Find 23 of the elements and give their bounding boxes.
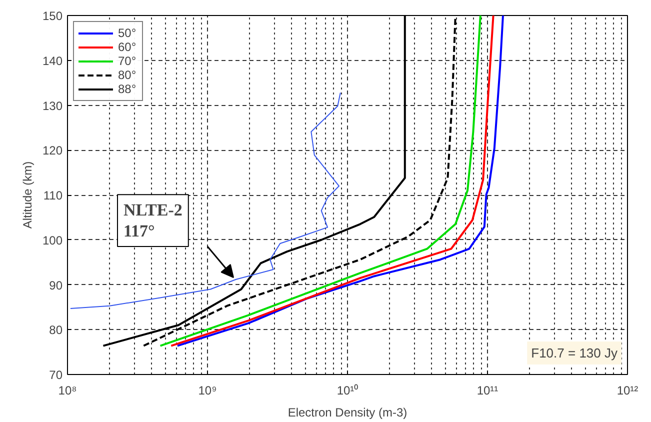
y-tick-label: 90 <box>49 278 63 292</box>
legend-label: 80° <box>118 68 138 82</box>
x-axis-title: Electron Density (m-3) <box>288 406 408 420</box>
x-tick-label: 10¹² <box>616 384 638 398</box>
y-tick-label: 120 <box>42 144 63 158</box>
x-tick-label: 10¹¹ <box>476 384 498 398</box>
y-tick-label: 80 <box>49 323 63 338</box>
annotation: NLTE-2 117° <box>124 200 182 240</box>
y-tick-label: 150 <box>42 9 63 23</box>
y-tick-label: 100 <box>42 233 63 248</box>
y-tick-label: 110 <box>43 188 63 202</box>
y-tick-label: 130 <box>42 98 63 113</box>
x-tick-label: 10⁹ <box>198 384 217 398</box>
x-tick-label: 10⁸ <box>58 384 77 398</box>
legend-label: 88° <box>118 82 138 96</box>
x-tick-label: 10¹⁰ <box>336 384 358 398</box>
annotation: F10.7 = 130 Jy <box>531 346 618 360</box>
legend-label: 70° <box>118 54 138 68</box>
legend-label: 60° <box>118 40 138 54</box>
y-tick-label: 140 <box>42 54 63 68</box>
y-axis-title: Altitude (km) <box>20 161 34 229</box>
legend-label: 50° <box>118 26 138 40</box>
y-tick-label: 70 <box>49 368 63 382</box>
